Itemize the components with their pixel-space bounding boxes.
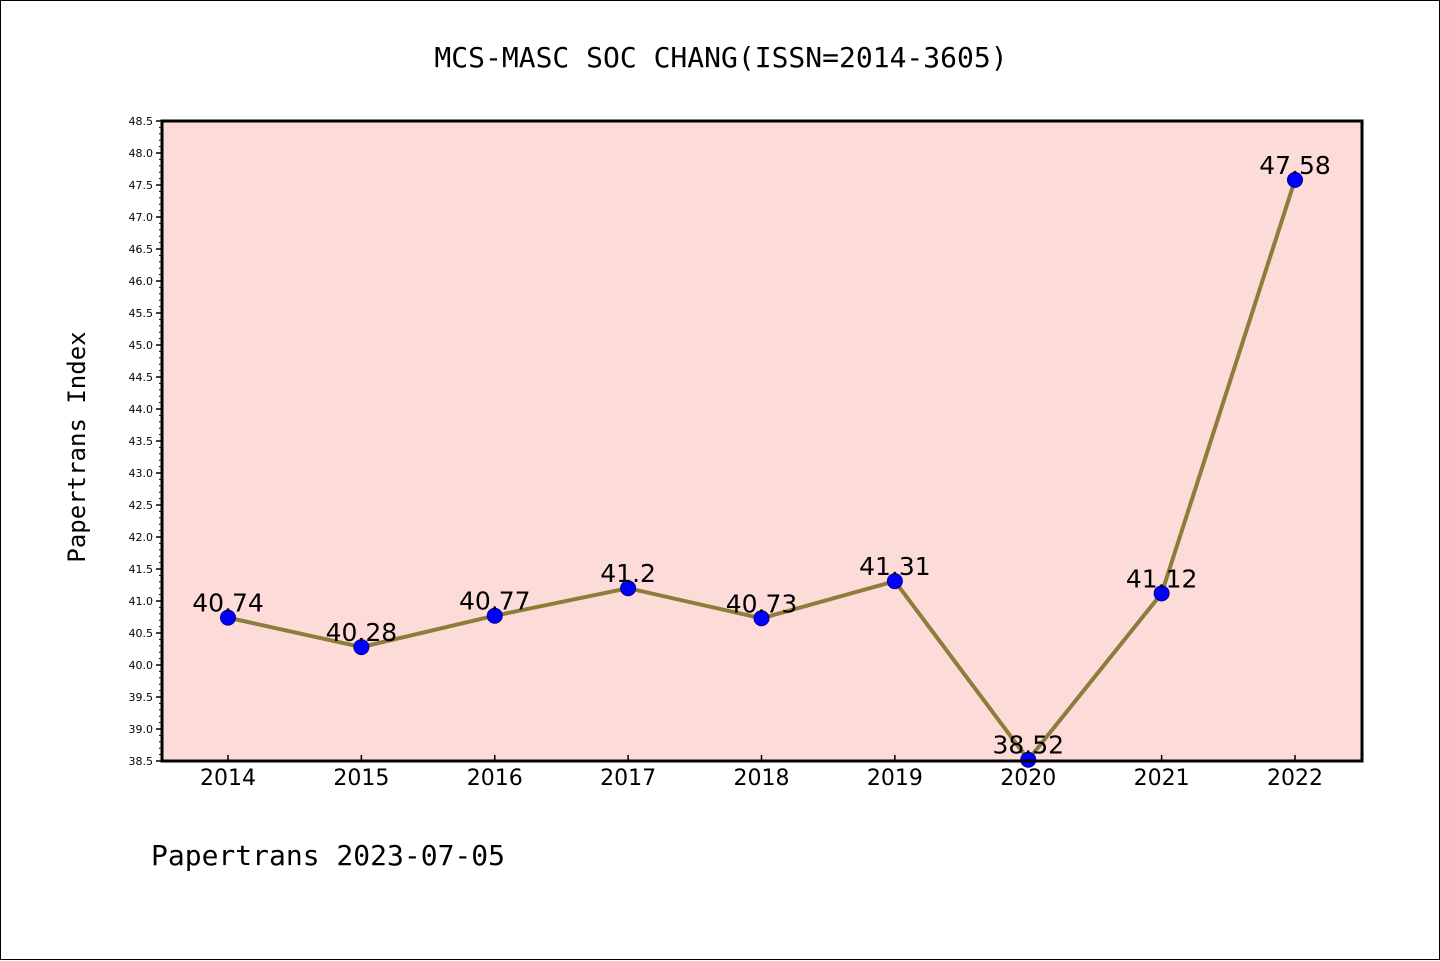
y-tick-label: 40.5 <box>129 627 154 640</box>
x-tick-label: 2020 <box>1000 766 1056 791</box>
y-tick-label: 42.0 <box>129 531 154 544</box>
data-point <box>620 580 637 597</box>
x-tick-label: 2017 <box>600 766 656 791</box>
x-tick-label: 2018 <box>734 766 790 791</box>
y-tick-label: 48.0 <box>129 147 154 160</box>
x-tick-label: 2014 <box>200 766 256 791</box>
y-tick-label: 48.5 <box>129 115 154 128</box>
y-tick-label: 43.0 <box>129 467 154 480</box>
y-tick-label: 44.0 <box>129 403 154 416</box>
x-tick-label: 2016 <box>467 766 523 791</box>
y-axis-label: Papertrans Index <box>63 331 91 562</box>
x-tick-label: 2015 <box>333 766 389 791</box>
footer-text: Papertrans 2023-07-05 <box>151 839 505 872</box>
data-labels: 40.74 40.28 40.77 41.2 40.73 41.31 38.52 41.12 4… <box>192 151 1331 760</box>
y-tick-label: 45.5 <box>129 307 154 320</box>
y-tick-label: 42.5 <box>129 499 154 512</box>
data-point <box>486 607 503 624</box>
y-tick-label: 45.0 <box>129 339 154 352</box>
data-label: 41.31 <box>859 552 931 581</box>
x-axis-ticks: 2014 2015 2016 2017 2018 2019 2020 2021 2022 <box>200 755 1323 791</box>
data-point <box>1153 585 1170 602</box>
y-tick-label: 44.5 <box>129 371 154 384</box>
data-label: 40.28 <box>326 618 398 647</box>
data-point <box>1287 171 1303 188</box>
x-tick-label: 2021 <box>1134 766 1190 791</box>
y-tick-label: 46.0 <box>129 275 154 288</box>
data-label: 40.74 <box>192 589 264 618</box>
y-tick-label: 43.5 <box>129 435 154 448</box>
data-label: 41.12 <box>1126 564 1198 593</box>
data-label: 41.2 <box>600 559 656 588</box>
data-label: 40.77 <box>459 587 531 616</box>
data-point <box>353 639 370 656</box>
y-tick-label: 47.0 <box>129 211 154 224</box>
y-axis-ticks: 38.5 39.0 39.5 40.0 40.5 41.0 41.5 42.0 42.5 43.0… <box>129 115 162 768</box>
data-label: 38.52 <box>992 731 1064 760</box>
y-tick-label: 39.0 <box>129 723 154 736</box>
chart-title: MCS-MASC SOC CHANG(ISSN=2014-3605) <box>434 41 1007 74</box>
data-markers <box>220 171 1303 768</box>
data-label: 47.58 <box>1259 151 1331 180</box>
data-point <box>753 610 770 627</box>
data-point <box>886 573 903 590</box>
y-tick-label: 38.5 <box>129 755 154 768</box>
y-tick-label: 39.5 <box>129 691 154 704</box>
plot-area <box>162 121 1362 761</box>
y-tick-label: 41.0 <box>129 595 154 608</box>
x-tick-label: 2019 <box>867 766 923 791</box>
data-label: 40.73 <box>726 589 798 618</box>
y-tick-label: 41.5 <box>129 563 154 576</box>
x-tick-label: 2022 <box>1267 766 1323 791</box>
y-tick-label: 47.5 <box>129 179 154 192</box>
data-point <box>220 609 236 626</box>
y-tick-label: 46.5 <box>129 243 154 256</box>
y-tick-label: 40.0 <box>129 659 154 672</box>
plot-border <box>160 119 1364 763</box>
